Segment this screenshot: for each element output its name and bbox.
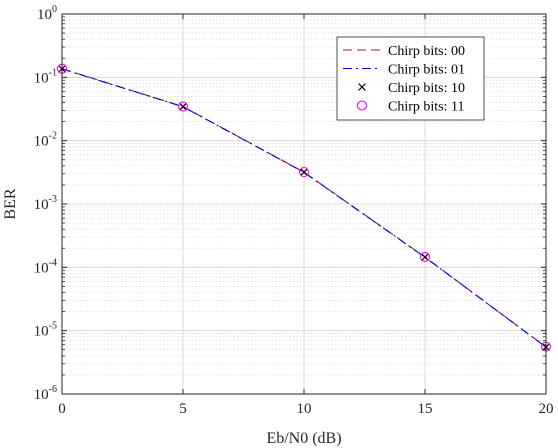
- marker-stroke: [300, 168, 308, 177]
- legend-label: Chirp bits: 00: [388, 44, 465, 59]
- y-tick-label: 100: [37, 4, 57, 23]
- legend-entry: Chirp bits: 11: [356, 100, 465, 115]
- marker-stroke: [179, 102, 187, 111]
- y-tick-label: 10-4: [34, 257, 57, 276]
- legend-marker: [356, 100, 368, 111]
- x-tick-label: 15: [418, 401, 433, 417]
- legend-box: [336, 36, 485, 121]
- legend-entry: Chirp bits: 10: [358, 81, 465, 96]
- legend: Chirp bits: 00 Chirp bits: 01 Chirp bits: …: [336, 36, 485, 121]
- legend-entry: Chirp bits: 01: [343, 63, 465, 78]
- data-point: [179, 102, 187, 111]
- legend-label: Chirp bits: 11: [388, 100, 465, 115]
- marker-stroke: [358, 83, 366, 91]
- data-point: [419, 251, 431, 262]
- y-tick-label: 10-3: [34, 194, 57, 213]
- marker-stroke: [421, 253, 429, 262]
- data-point: [298, 167, 310, 178]
- x-tick-label: 20: [539, 401, 554, 417]
- legend-label: Chirp bits: 01: [388, 63, 465, 78]
- legend-label: Chirp bits: 10: [388, 81, 465, 96]
- y-tick-label: 10-2: [34, 131, 57, 150]
- y-axis-label: BER: [2, 188, 19, 219]
- x-tick-label: 0: [58, 401, 66, 417]
- series-1: [61, 68, 547, 348]
- legend-entry: Chirp bits: 00: [343, 44, 465, 59]
- y-tick-label: 10-1: [34, 67, 57, 86]
- legend-marker: [358, 83, 366, 91]
- x-tick-label: 10: [297, 401, 312, 417]
- y-tick-label: 10-6: [34, 384, 57, 403]
- ticks: 0 5 10 15 20 100 10-1 10-2 10-3 10-4 10-5 10-6: [34, 4, 554, 417]
- data-point: [300, 168, 308, 177]
- series-line: [61, 68, 547, 348]
- x-axis-label: Eb/N0 (dB): [266, 430, 341, 447]
- x-tick-label: 5: [179, 401, 187, 417]
- y-tick-label: 10-5: [34, 321, 57, 340]
- data-point: [177, 101, 189, 112]
- data-point: [421, 253, 429, 262]
